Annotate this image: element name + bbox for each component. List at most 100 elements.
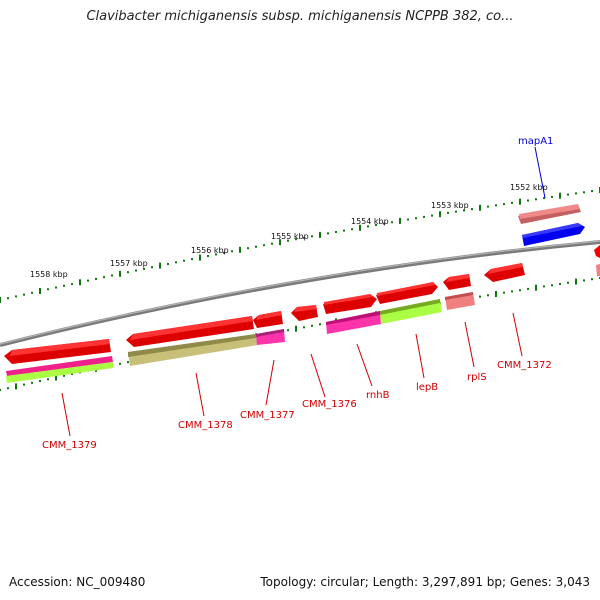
scale-minor-tick	[487, 294, 489, 297]
scale-minor-tick	[23, 293, 25, 296]
gene-label-CMM_1376: CMM_1376	[302, 399, 357, 410]
scale-minor-tick	[255, 245, 257, 248]
scale-minor-tick	[335, 231, 337, 233]
gene-feature-CMM_1376[interactable]	[291, 305, 318, 321]
scale-major-tick	[79, 279, 81, 286]
scale-minor-tick	[71, 283, 73, 286]
outer-scale	[0, 187, 600, 303]
scale-minor-tick	[15, 295, 17, 298]
scale-minor-tick	[319, 323, 321, 326]
gene-feature-CMM_1378[interactable]	[126, 316, 258, 366]
scale-minor-tick	[303, 236, 305, 239]
scale-minor-tick	[215, 253, 217, 256]
accession-text: Accession: NC_009480	[9, 575, 146, 589]
gene-label-CMM_1372: CMM_1372	[497, 360, 552, 371]
gene-feature-CMM_1372[interactable]	[484, 263, 525, 282]
scale-minor-tick	[127, 361, 129, 364]
gene-feature-CMM_1379[interactable]	[4, 339, 113, 383]
scale-minor-tick	[423, 215, 425, 218]
scale-major-tick	[199, 254, 201, 261]
scale-minor-tick	[495, 204, 497, 207]
scale-minor-tick	[103, 276, 105, 279]
scale-minor-tick	[47, 378, 49, 381]
scale-minor-tick	[295, 238, 297, 241]
scale-minor-tick	[527, 199, 529, 202]
scale-minor-tick	[455, 210, 457, 213]
scale-major-tick	[319, 231, 321, 238]
scale-minor-tick	[567, 281, 569, 284]
scale-major-tick	[55, 374, 57, 381]
gene-label-CMM_1377: CMM_1377	[240, 410, 295, 421]
scale-minor-tick	[527, 287, 529, 290]
scale-minor-tick	[511, 201, 513, 204]
gene-label-lepB: lepB	[416, 382, 438, 393]
gene-feature-rplS[interactable]	[443, 274, 475, 310]
scale-minor-tick	[143, 267, 145, 270]
scale-minor-tick	[351, 228, 353, 231]
tick-label-1558: 1558 kbp	[30, 270, 68, 279]
scale-minor-tick	[415, 217, 417, 220]
gene-label-rnhB: rnhB	[366, 390, 390, 401]
scale-minor-tick	[7, 387, 9, 390]
gene-feature-mapA1[interactable]	[518, 204, 585, 246]
gene-feature-rnhB[interactable]	[323, 294, 381, 334]
scale-minor-tick	[479, 295, 481, 298]
scale-minor-tick	[311, 324, 313, 327]
scale-minor-tick	[575, 192, 577, 195]
scale-minor-tick	[127, 271, 129, 274]
scale-minor-tick	[503, 291, 505, 294]
scale-major-tick	[39, 288, 41, 294]
gene-feature-CMM_1377[interactable]	[253, 311, 285, 345]
scale-major-tick	[0, 297, 1, 303]
tick-label-1553: 1553 kbp	[431, 201, 469, 210]
scale-minor-tick	[303, 326, 305, 329]
scale-minor-tick	[175, 261, 177, 264]
scale-minor-tick	[71, 373, 73, 375]
scale-major-tick	[519, 198, 521, 205]
gene-feature-lepB[interactable]	[376, 282, 442, 324]
scale-major-tick	[535, 284, 537, 291]
scale-minor-tick	[47, 288, 49, 291]
scale-minor-tick	[39, 380, 41, 382]
scale-minor-tick	[487, 205, 489, 208]
gene-label-CMM_1378: CMM_1378	[178, 420, 233, 431]
scale-major-tick	[279, 239, 281, 246]
scale-minor-tick	[87, 279, 89, 282]
scale-major-tick	[575, 278, 577, 285]
scale-minor-tick	[367, 225, 369, 228]
scale-major-tick	[15, 383, 17, 390]
scale-minor-tick	[535, 198, 537, 201]
scale-minor-tick	[63, 374, 65, 377]
scale-minor-tick	[391, 221, 393, 224]
scale-minor-tick	[375, 224, 377, 226]
scale-minor-tick	[463, 209, 465, 212]
scale-minor-tick	[583, 191, 585, 194]
gene-label-mapA1: mapA1	[518, 136, 553, 147]
scale-minor-tick	[287, 329, 289, 332]
scale-minor-tick	[551, 195, 553, 198]
scale-minor-tick	[231, 250, 233, 253]
scale-minor-tick	[551, 284, 553, 287]
scale-minor-tick	[23, 383, 25, 386]
scale-major-tick	[399, 217, 401, 224]
scale-minor-tick	[503, 203, 505, 206]
genome-backbone	[0, 240, 600, 347]
scale-minor-tick	[327, 232, 329, 235]
scale-minor-tick	[167, 263, 169, 265]
scale-minor-tick	[519, 289, 521, 292]
scale-minor-tick	[407, 218, 409, 221]
gene-label-rplS: rplS	[467, 372, 487, 383]
scale-minor-tick	[183, 259, 185, 262]
scale-minor-tick	[567, 193, 569, 196]
scale-minor-tick	[591, 278, 593, 281]
scale-minor-tick	[63, 284, 65, 287]
scale-minor-tick	[583, 279, 585, 282]
scale-minor-tick	[111, 274, 113, 277]
tick-label-1552: 1552 kbp	[510, 183, 548, 192]
scale-major-tick	[159, 262, 161, 269]
tick-label-1557: 1557 kbp	[110, 259, 148, 268]
scale-major-tick	[495, 291, 497, 297]
scale-minor-tick	[7, 297, 9, 300]
